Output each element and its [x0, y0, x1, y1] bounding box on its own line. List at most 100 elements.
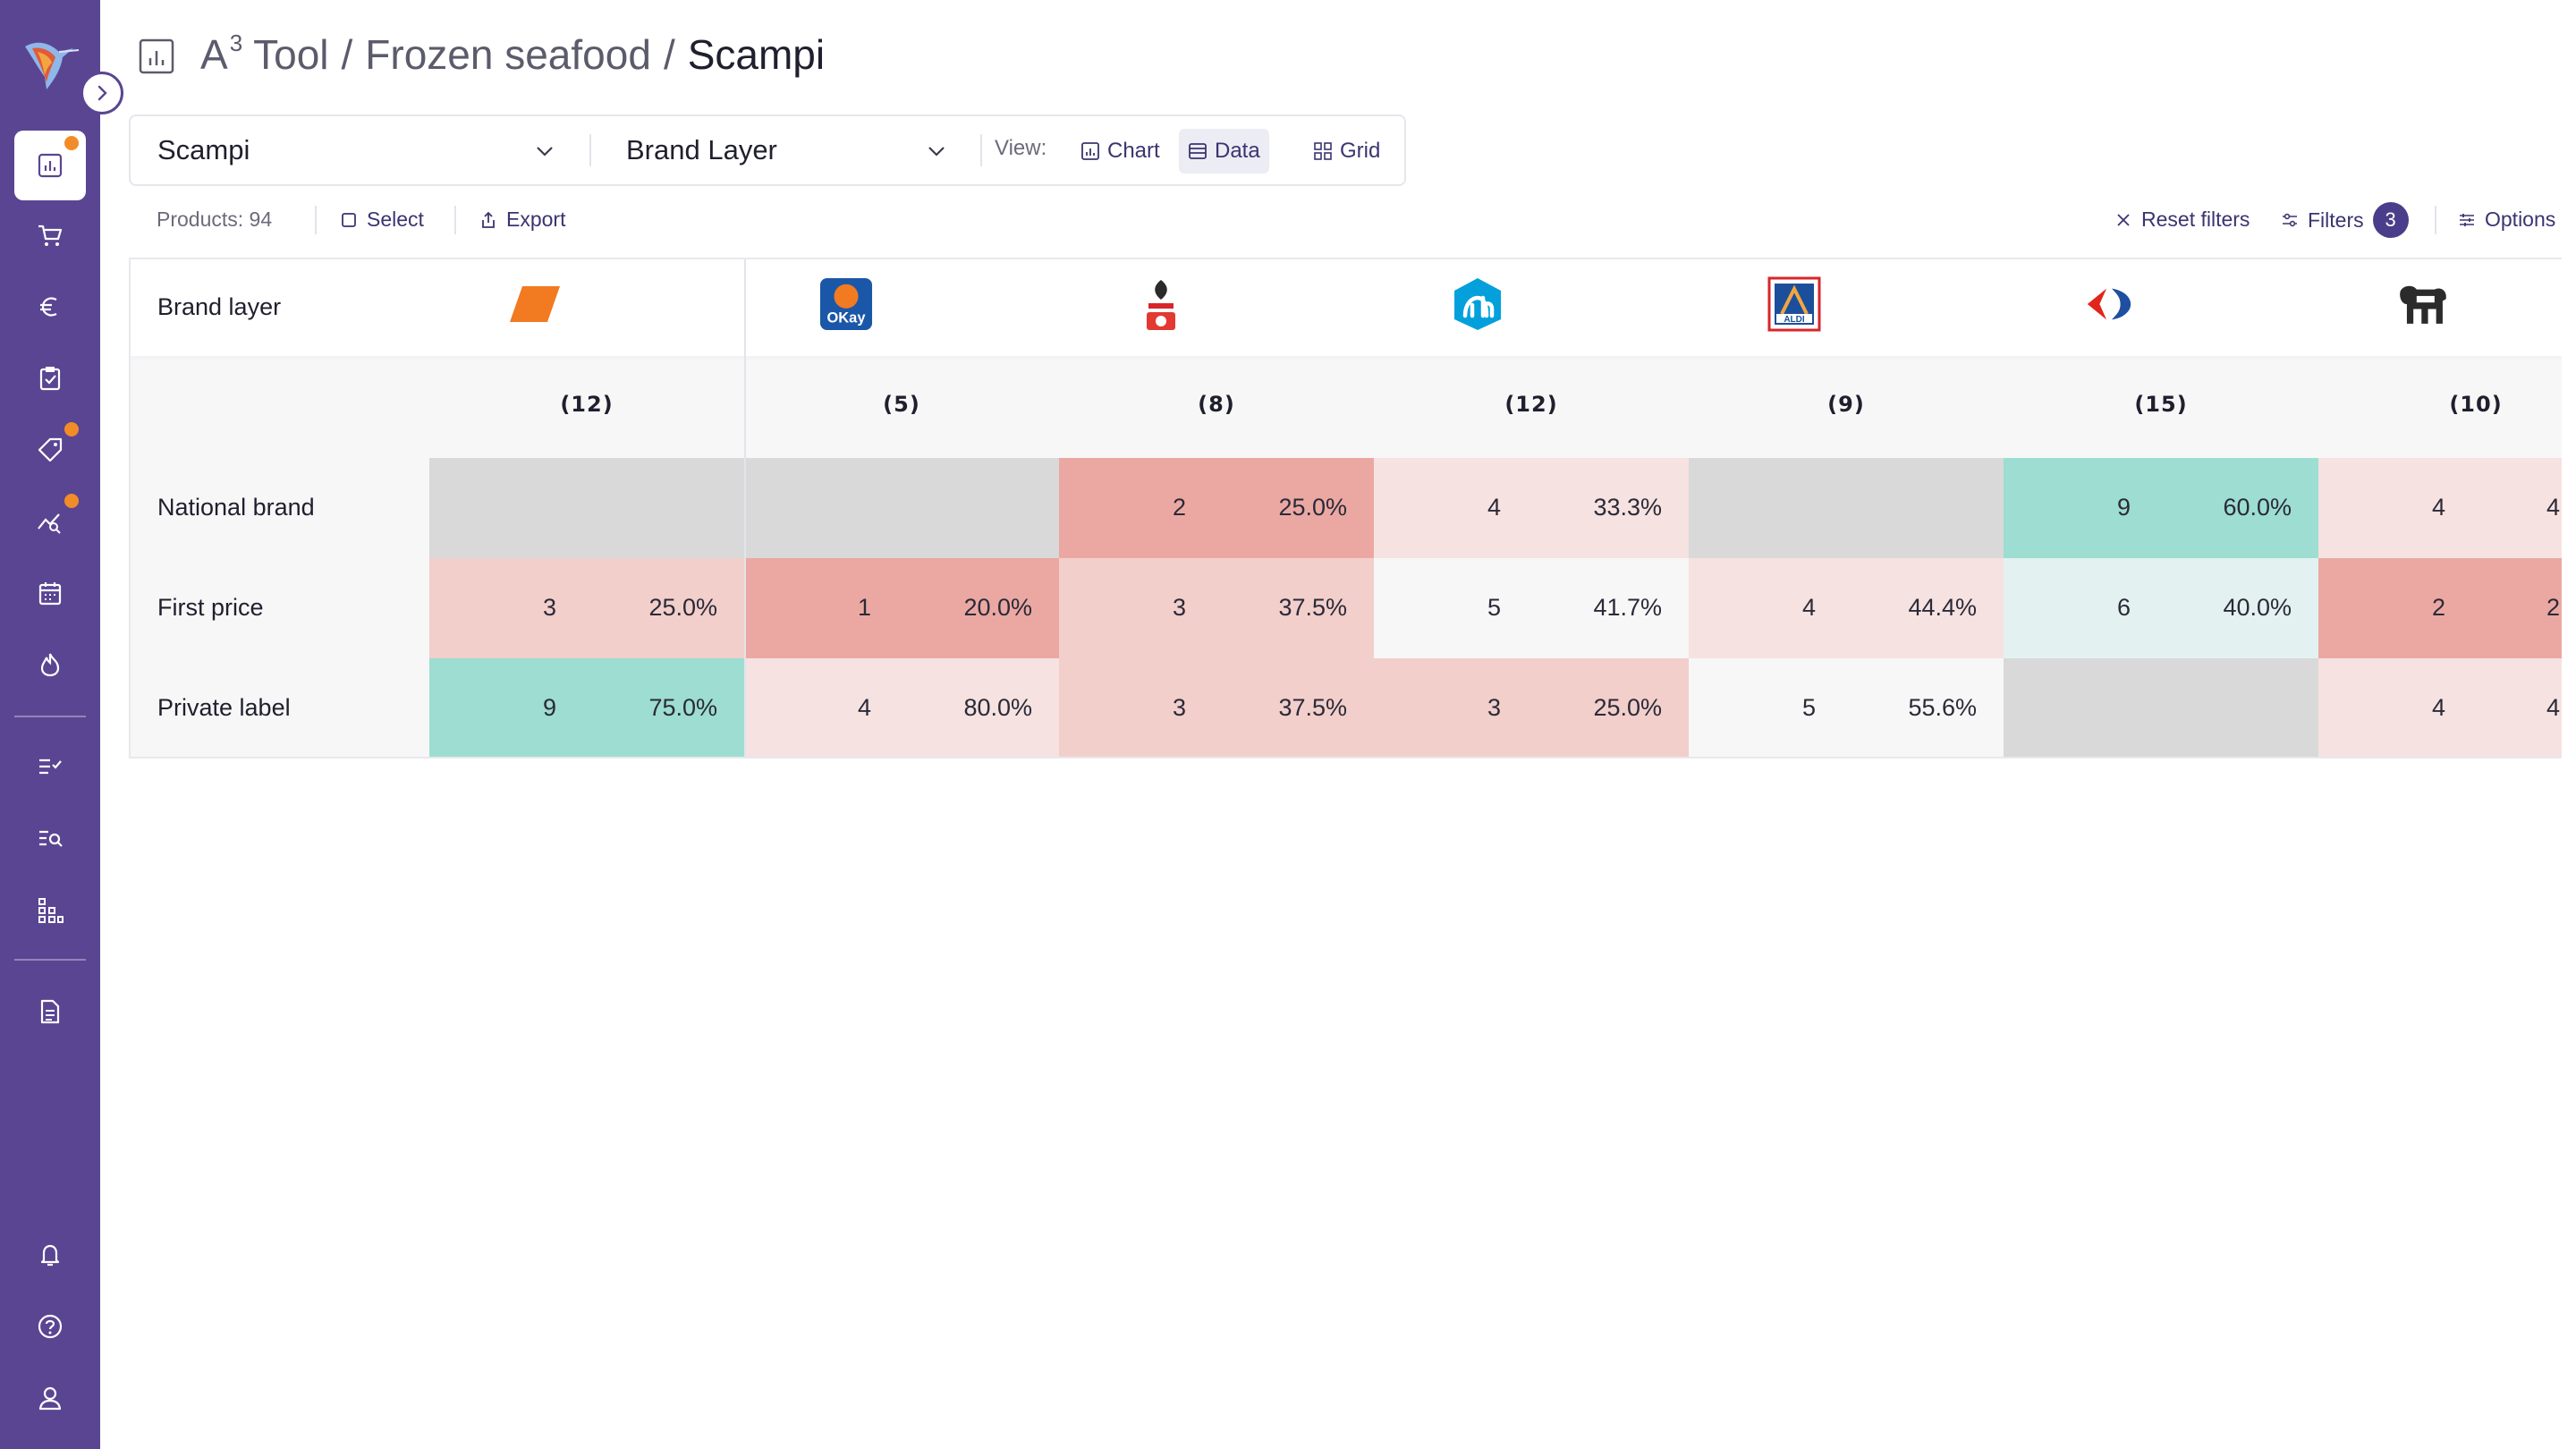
sidebar-item-notifications[interactable]: [14, 1220, 86, 1290]
cell-count: 2: [1172, 494, 1186, 521]
notification-dot: [64, 136, 79, 150]
view-grid-label: Grid: [1340, 139, 1381, 163]
export-label: Export: [506, 208, 566, 231]
sidebar-item-cart[interactable]: [14, 200, 86, 270]
action-divider: [454, 206, 456, 234]
data-cell[interactable]: 4 80.0%: [746, 658, 1059, 757]
sidebar-item-calendar[interactable]: [14, 558, 86, 628]
view-data-button[interactable]: Data: [1179, 129, 1269, 174]
filter-sliders-icon: [2283, 213, 2297, 227]
sidebar: [0, 0, 100, 1449]
chart-page-icon: [139, 38, 174, 74]
okay-logo: OKay: [819, 277, 873, 331]
export-button[interactable]: Export: [479, 208, 565, 232]
data-cell[interactable]: 1 20.0%: [746, 558, 1059, 658]
data-cell[interactable]: 4 44.4%: [1689, 558, 2004, 658]
retailer-count-6: (15): [2134, 392, 2188, 417]
reset-filters-button[interactable]: Reset filters: [2114, 208, 2250, 232]
row-label-first-price: First price: [157, 594, 264, 621]
retailer-count-5: (9): [1827, 392, 1865, 417]
sidebar-item-profile[interactable]: [14, 1363, 86, 1433]
view-grid-button[interactable]: Grid: [1304, 129, 1389, 174]
orange-parallelogram-logo: [510, 286, 560, 322]
sidebar-item-tasks[interactable]: [14, 343, 86, 413]
cell-count: 6: [2116, 594, 2131, 621]
table-icon: [1189, 143, 1207, 159]
close-icon: [2117, 213, 2130, 226]
retailer-count-7: (10): [2449, 392, 2503, 417]
checklist-icon: [39, 758, 62, 775]
cell-percent: 75.0%: [648, 694, 717, 721]
data-cell[interactable]: 3 25.0%: [429, 558, 744, 658]
chevron-right-icon: [97, 85, 107, 101]
data-cell[interactable]: [2004, 658, 2318, 757]
data-cell[interactable]: 3 37.5%: [1059, 558, 1374, 658]
data-cell[interactable]: 9 60.0%: [2004, 458, 2318, 558]
layer-select[interactable]: Brand Layer: [626, 116, 948, 184]
cell-count: 4: [2431, 694, 2445, 721]
corner-label: Brand layer: [157, 293, 282, 320]
cell-percent: 2: [2546, 594, 2560, 621]
product-select[interactable]: Scampi: [157, 116, 556, 184]
list-search-icon: [39, 830, 63, 847]
chevron-down-icon: [928, 147, 945, 157]
view-chart-button[interactable]: Chart: [1072, 129, 1169, 174]
view-label: View:: [995, 136, 1047, 160]
cell-percent: 25.0%: [1278, 494, 1347, 521]
row-label-national-brand: National brand: [157, 494, 315, 521]
sidebar-item-help[interactable]: [14, 1292, 86, 1361]
retailer-count-2: (5): [883, 392, 920, 417]
delhaize-lion-logo: [2400, 285, 2446, 324]
sidebar-expand-button[interactable]: [80, 72, 123, 114]
data-cell[interactable]: 3 37.5%: [1059, 658, 1374, 757]
table-count-row: [131, 360, 2562, 458]
sidebar-item-checklist[interactable]: [14, 732, 86, 801]
toolbar-divider: [980, 134, 982, 166]
row-label-private-label: Private label: [157, 694, 291, 721]
svg-text:ALDI: ALDI: [1784, 315, 1805, 325]
data-cell[interactable]: 3 25.0%: [1374, 658, 1689, 757]
select-button[interactable]: Select: [340, 208, 424, 232]
breadcrumb-separator: /: [341, 31, 353, 78]
data-cell[interactable]: 5 55.6%: [1689, 658, 2004, 757]
reset-filters-label: Reset filters: [2141, 208, 2250, 231]
sidebar-item-hotspots[interactable]: [14, 630, 86, 699]
cell-count: 4: [2431, 494, 2445, 521]
cell-count: 4: [857, 694, 871, 721]
data-cell[interactable]: 4 33.3%: [1374, 458, 1689, 558]
cell-count: 3: [1172, 594, 1186, 621]
carrefour-logo: [2087, 288, 2131, 320]
cell-count: 3: [1172, 694, 1186, 721]
grid-tree-icon: [38, 898, 64, 923]
sidebar-item-reports[interactable]: [14, 977, 86, 1046]
filters-count-badge: 3: [2372, 202, 2409, 238]
data-cell[interactable]: [746, 458, 1059, 558]
flame-icon: [40, 653, 60, 677]
action-divider: [315, 206, 317, 234]
retailer-count-4: (12): [1504, 392, 1558, 417]
filters-button[interactable]: Filters 3: [2281, 202, 2409, 238]
data-cell[interactable]: 6 40.0%: [2004, 558, 2318, 658]
breadcrumb-tool[interactable]: A3 Tool: [200, 30, 329, 78]
products-count: Products: 94: [157, 208, 273, 231]
notification-dot: [64, 494, 79, 508]
retailer-logo-7: [2397, 277, 2451, 331]
sidebar-item-pricing[interactable]: [14, 272, 86, 342]
sidebar-item-tags[interactable]: [14, 415, 86, 485]
options-button[interactable]: Options: [2458, 208, 2555, 232]
table-header-row: [131, 259, 2562, 358]
sidebar-item-search-list[interactable]: [14, 803, 86, 873]
hummingbird-logo[interactable]: [20, 30, 80, 98]
breadcrumb-category[interactable]: Frozen seafood: [365, 31, 651, 78]
data-cell[interactable]: 5 41.7%: [1374, 558, 1689, 658]
data-cell[interactable]: [429, 458, 744, 558]
sidebar-item-trends[interactable]: [14, 487, 86, 556]
filters-label: Filters: [2308, 208, 2364, 232]
data-cell[interactable]: 9 75.0%: [429, 658, 744, 757]
sidebar-item-hierarchy[interactable]: [14, 875, 86, 945]
data-cell[interactable]: 2 25.0%: [1059, 458, 1374, 558]
data-cell[interactable]: [1689, 458, 2004, 558]
